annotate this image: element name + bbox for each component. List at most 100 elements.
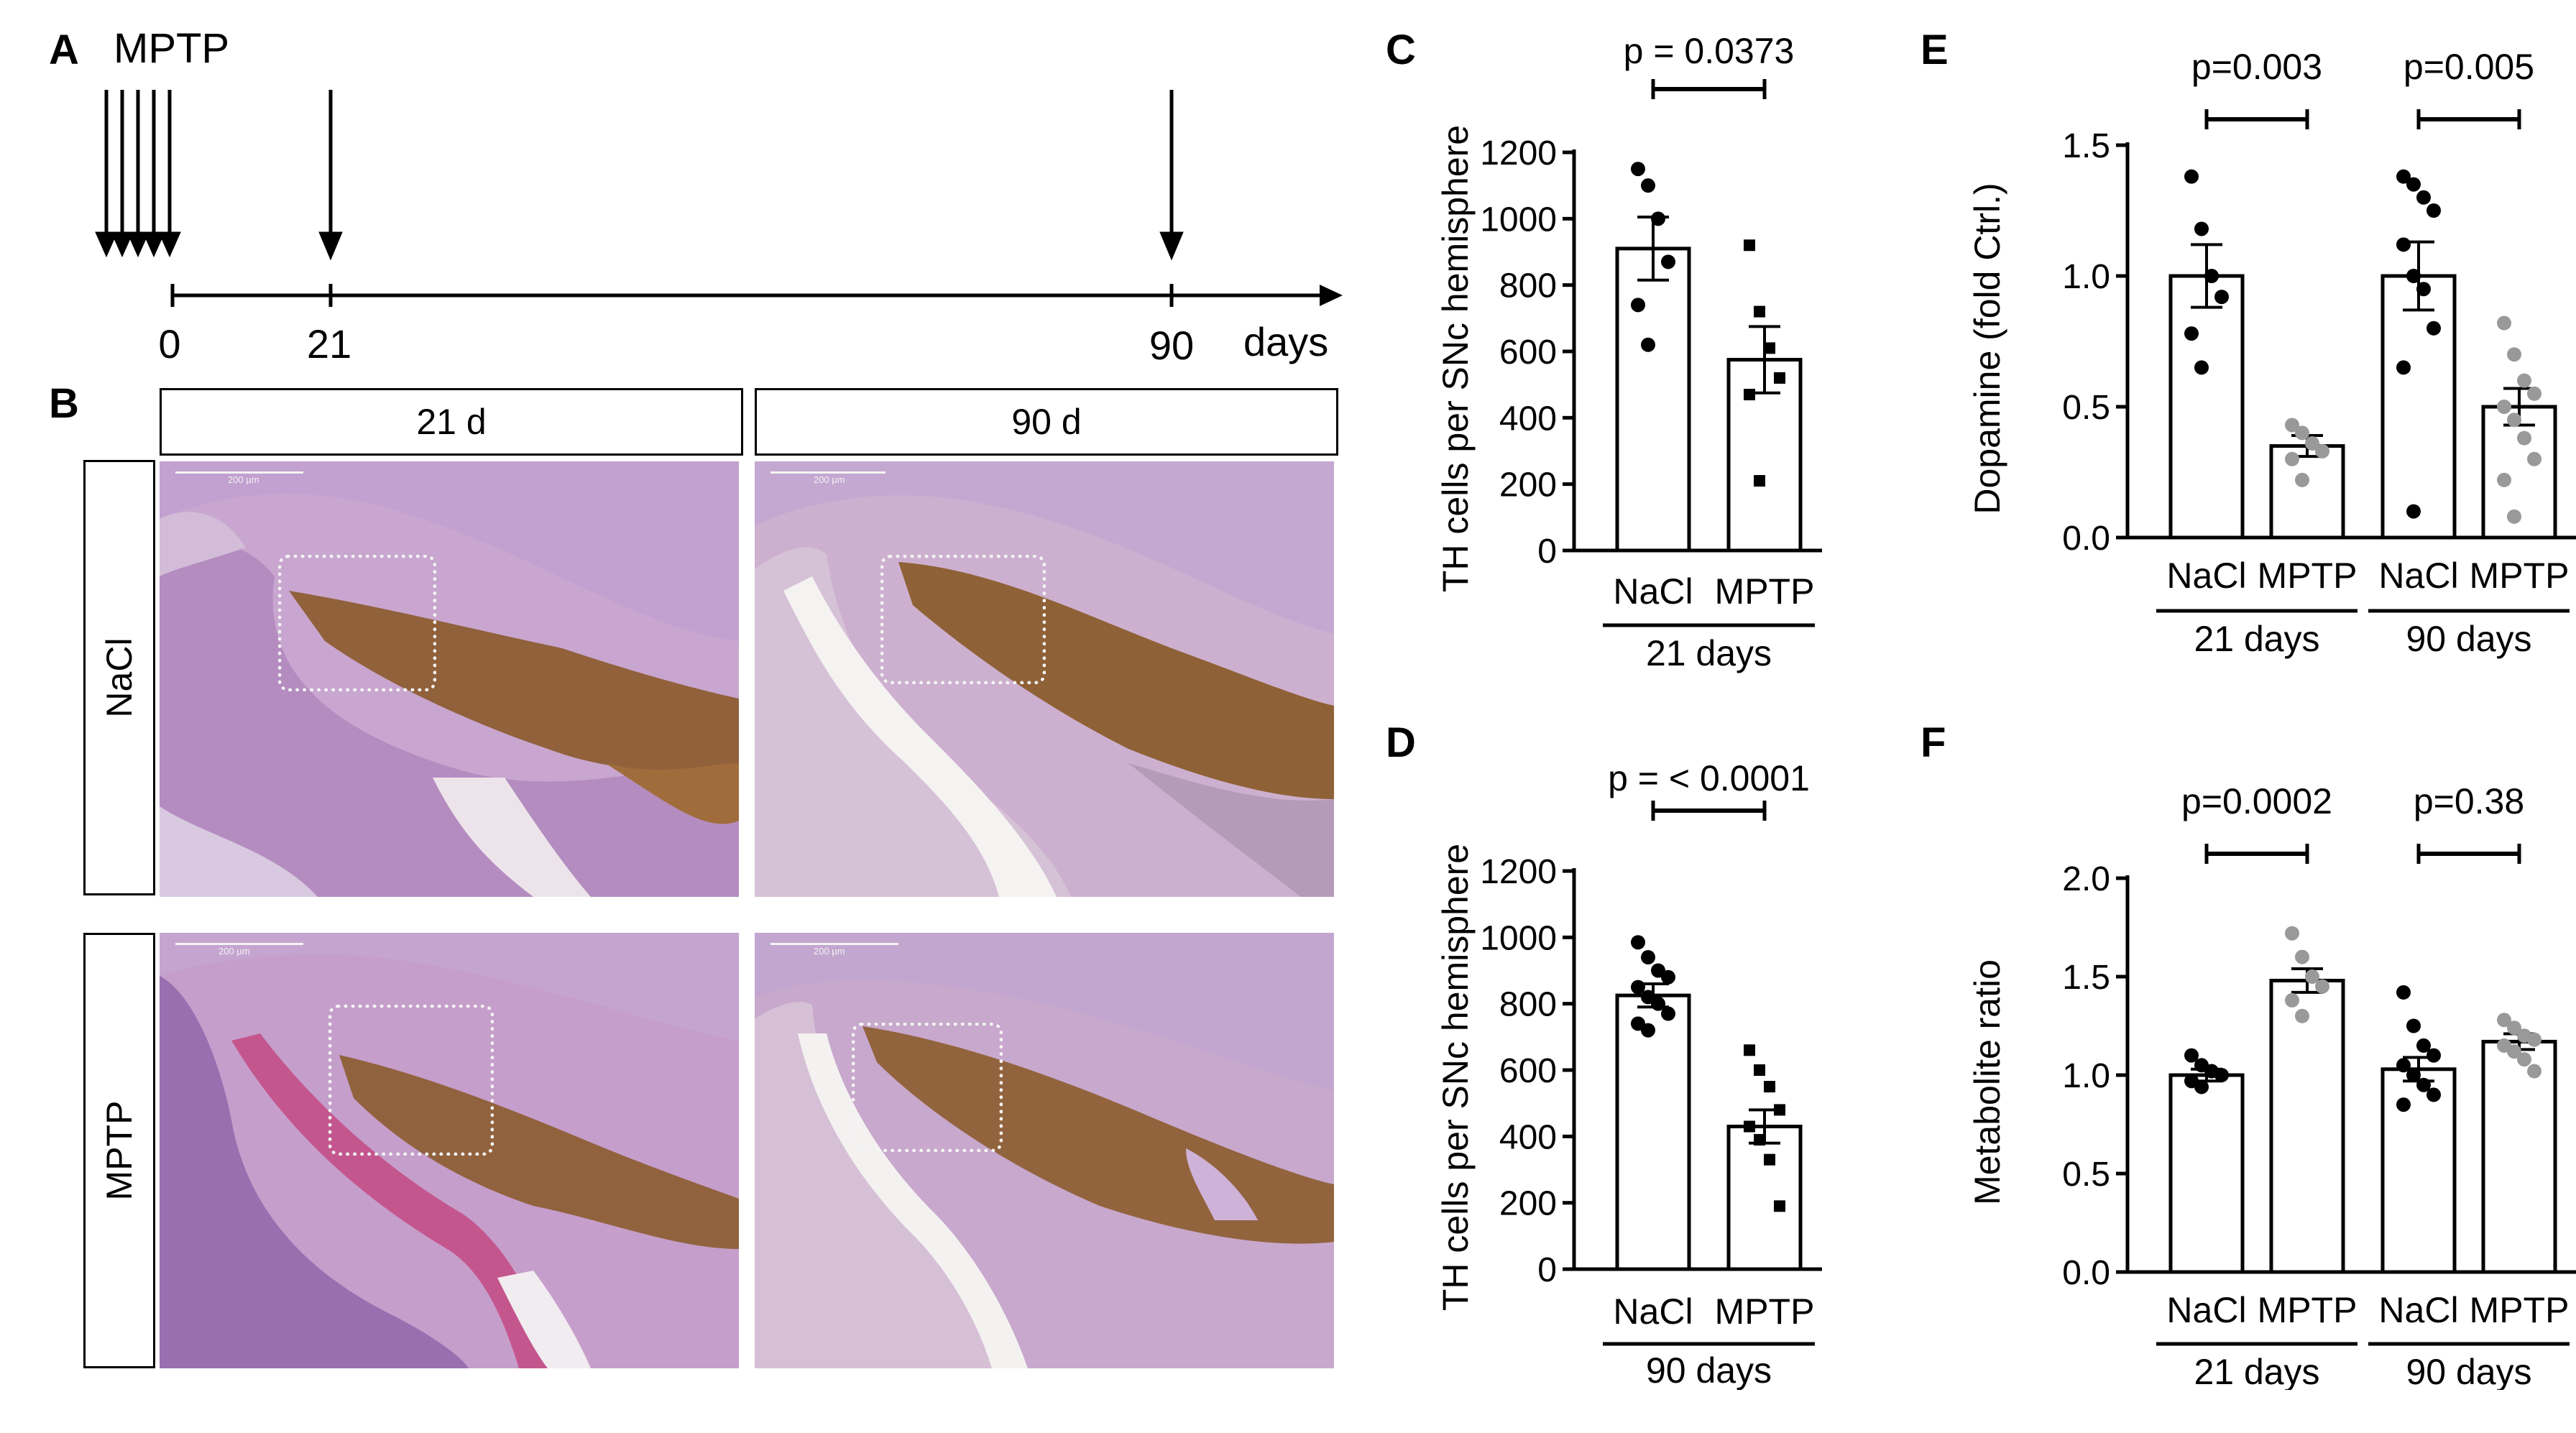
scale-bar-label: 200 µm (218, 946, 250, 957)
category-label: MPTP (2470, 556, 2570, 596)
roi-box (328, 1005, 494, 1156)
category-label: MPTP (2470, 1290, 2570, 1330)
histology-image-mptp-21d: 200 µm (160, 933, 739, 1368)
row-header-mptp: MPTP (83, 933, 155, 1368)
data-point (2527, 386, 2542, 401)
data-point (2507, 509, 2521, 524)
y-axis-label: Metabolite ratio (1967, 959, 2007, 1205)
data-point (2507, 347, 2521, 362)
data-point (1774, 1104, 1785, 1116)
y-tick-label: 200 (1499, 466, 1557, 504)
column-header-21d: 21 d (160, 388, 743, 456)
data-point (2396, 1097, 2411, 1112)
category-label: NaCl (2378, 556, 2458, 596)
row-header-nacl: NaCl (83, 460, 155, 895)
panel-letter-b: B (49, 380, 79, 427)
y-tick-label: 1200 (1480, 853, 1557, 891)
category-label: MPTP (2258, 556, 2358, 596)
data-point (1651, 211, 1665, 226)
panel-letter-a: A (49, 27, 79, 73)
chart-panel-c: TH cells per SNc hemisphere 0 200 400 600 800… (1435, 31, 1822, 673)
data-point (2214, 290, 2229, 305)
y-tick-label: 1200 (1480, 134, 1557, 172)
y-axis-label: Dopamine (fold Ctrl.) (1967, 183, 2007, 514)
y-axis-label: TH cells per SNc hemisphere (1435, 844, 1476, 1311)
data-point (1754, 1133, 1765, 1146)
data-point (2295, 425, 2309, 441)
column-header-90d: 90 d (755, 388, 1338, 456)
data-point (1661, 1006, 1675, 1021)
histology-image-nacl-21d: 200 µm (160, 461, 739, 897)
data-point (1641, 178, 1655, 193)
timeline-tick-90: 90 (1149, 323, 1194, 368)
data-point (2527, 1032, 2542, 1047)
y-tick-label: 600 (1499, 333, 1557, 372)
data-point (1651, 996, 1665, 1011)
y-tick-label: 0.0 (2062, 520, 2110, 558)
data-point (2315, 443, 2329, 459)
data-point (1744, 389, 1755, 401)
y-tick-label: 800 (1499, 986, 1557, 1024)
y-tick-label: 600 (1499, 1052, 1557, 1090)
data-point (1764, 1081, 1775, 1093)
data-point (2194, 360, 2209, 375)
y-tick-label: 2.0 (2062, 860, 2110, 898)
data-point (1764, 342, 1775, 354)
bar (2380, 1067, 2457, 1274)
data-point (2214, 1068, 2229, 1082)
data-point (2517, 430, 2531, 446)
timeline-arrowhead (1320, 285, 1343, 306)
data-point (2426, 1087, 2441, 1102)
data-point (2396, 985, 2411, 1000)
data-point (2406, 177, 2421, 192)
chart-panel-d: TH cells per SNc hemisphere 0 200 400 600 800… (1435, 758, 1822, 1390)
y-tick-label: 1000 (1480, 201, 1557, 239)
data-point (1744, 1120, 1755, 1133)
data-point (1631, 980, 1645, 995)
data-point (1754, 305, 1765, 318)
data-point (2507, 413, 2521, 428)
data-point (2517, 373, 2531, 388)
data-point (2426, 1048, 2441, 1063)
group-label: 90 days (1646, 1350, 1772, 1390)
roi-box (278, 555, 436, 691)
p-value-label: p=0.0002 (2181, 781, 2332, 821)
data-point (2396, 169, 2411, 184)
category-label: NaCl (1613, 1291, 1693, 1332)
panel-letter-e: E (1920, 27, 1949, 73)
y-tick-label: 0 (1537, 1251, 1557, 1289)
category-label: MPTP (1715, 571, 1815, 612)
p-value-label: p=0.38 (2414, 781, 2524, 821)
data-point (2184, 326, 2199, 341)
y-tick-label: 1.0 (2062, 1057, 2110, 1095)
y-tick-label: 400 (1499, 400, 1557, 438)
data-point (1754, 1064, 1765, 1076)
data-point (1641, 1023, 1655, 1038)
data-point (2416, 1077, 2431, 1092)
bar (2481, 1039, 2557, 1274)
data-point (2497, 472, 2511, 487)
data-point (2285, 451, 2299, 466)
scale-bar-label: 200 µm (814, 946, 845, 957)
bar (2168, 274, 2245, 540)
roi-box (880, 555, 1046, 684)
y-tick-label: 1.5 (2062, 959, 2110, 997)
group-label: 21 days (2194, 619, 2319, 659)
data-point (2285, 926, 2299, 941)
bar (2380, 274, 2457, 540)
data-point (1764, 1153, 1775, 1166)
data-point (2285, 418, 2299, 433)
data-point (2204, 269, 2219, 283)
y-tick-label: 0.0 (2062, 1254, 2110, 1292)
y-tick-label: 1000 (1480, 919, 1557, 957)
bar (1615, 993, 1691, 1271)
data-point (2295, 949, 2309, 964)
category-label: NaCl (2166, 556, 2246, 596)
data-point (2315, 979, 2329, 994)
data-point (2305, 969, 2319, 984)
histology-image-nacl-90d: 200 µm (755, 461, 1334, 897)
data-point (2507, 1044, 2521, 1059)
y-tick-label: 400 (1499, 1118, 1557, 1156)
data-point (2396, 1058, 2411, 1073)
data-point (2184, 169, 2199, 184)
